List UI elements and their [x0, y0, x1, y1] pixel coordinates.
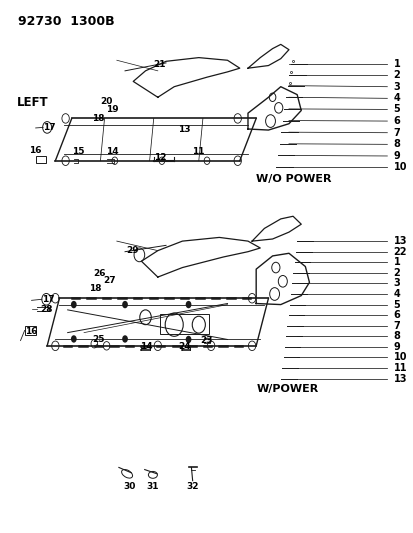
Text: 92730  1300B: 92730 1300B — [19, 15, 115, 28]
Text: 6: 6 — [392, 116, 399, 126]
Text: 8: 8 — [392, 332, 399, 341]
Text: 11: 11 — [392, 363, 406, 373]
Text: 17: 17 — [43, 123, 55, 132]
Text: LEFT: LEFT — [17, 96, 48, 109]
Text: 6: 6 — [392, 310, 399, 320]
Text: 32: 32 — [186, 482, 198, 491]
Text: 7: 7 — [392, 128, 399, 138]
Text: 26: 26 — [93, 269, 106, 278]
Text: W/POWER: W/POWER — [256, 384, 318, 394]
Text: 3: 3 — [392, 278, 399, 288]
Text: 9: 9 — [392, 342, 399, 352]
Circle shape — [185, 336, 191, 343]
Circle shape — [122, 301, 128, 308]
Text: 1: 1 — [392, 59, 399, 69]
Text: 1: 1 — [392, 257, 399, 267]
Text: 13: 13 — [392, 374, 406, 384]
Text: 27: 27 — [103, 276, 116, 285]
Bar — [36, 156, 46, 164]
Text: 14: 14 — [105, 147, 118, 156]
Text: 7: 7 — [392, 321, 399, 331]
Text: 24: 24 — [178, 342, 190, 351]
Text: 13: 13 — [178, 125, 190, 133]
Text: 19: 19 — [105, 105, 118, 114]
Text: 5: 5 — [392, 300, 399, 310]
Text: 16: 16 — [25, 327, 38, 335]
Text: 18: 18 — [92, 114, 104, 123]
Circle shape — [71, 335, 76, 343]
Text: 2: 2 — [392, 70, 399, 80]
Bar — [159, 314, 209, 334]
Text: 20: 20 — [100, 97, 112, 106]
Text: 29: 29 — [126, 246, 138, 255]
Text: 22: 22 — [392, 247, 406, 257]
Text: 17: 17 — [42, 295, 54, 304]
Text: 12: 12 — [153, 153, 166, 162]
Text: 31: 31 — [146, 482, 159, 491]
Text: 18: 18 — [89, 284, 102, 293]
Text: 10: 10 — [392, 352, 406, 362]
Circle shape — [71, 301, 76, 308]
Text: 21: 21 — [153, 60, 166, 69]
Text: 4: 4 — [392, 93, 399, 103]
Circle shape — [185, 301, 191, 308]
Text: 4: 4 — [392, 289, 399, 299]
Text: 11: 11 — [191, 147, 204, 156]
Text: 8: 8 — [392, 139, 399, 149]
Text: 2: 2 — [392, 268, 399, 278]
Text: 15: 15 — [71, 147, 84, 156]
Text: 13: 13 — [392, 236, 406, 246]
Text: 9: 9 — [392, 151, 399, 161]
Text: 3: 3 — [392, 82, 399, 92]
Text: 14: 14 — [140, 342, 152, 351]
Text: 23: 23 — [199, 336, 212, 345]
Text: 30: 30 — [123, 482, 136, 491]
Text: 25: 25 — [92, 335, 104, 344]
Text: 5: 5 — [392, 104, 399, 115]
Bar — [24, 326, 36, 335]
Text: 10: 10 — [392, 162, 406, 172]
Text: 28: 28 — [40, 305, 52, 314]
Circle shape — [122, 335, 128, 343]
Text: W/O POWER: W/O POWER — [256, 174, 331, 184]
Text: 16: 16 — [29, 146, 42, 155]
